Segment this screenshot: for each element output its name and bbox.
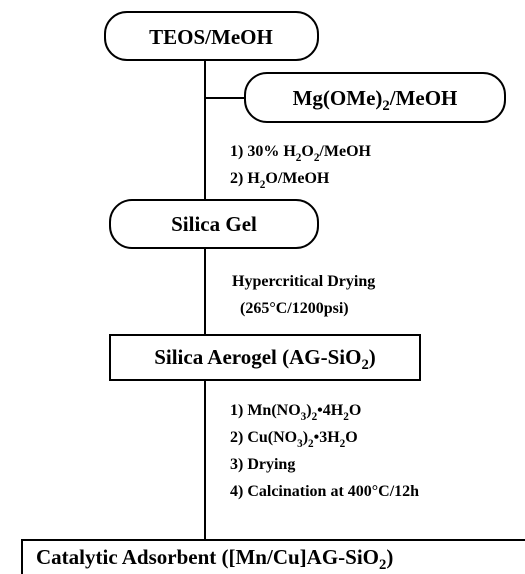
text-run: ) [303,429,308,446]
subscript: 2 [296,152,302,164]
text-run: •3H [314,429,341,446]
step-line: 2) Cu(NO3)2•3H2O [230,429,358,450]
text-run: ) [306,402,311,419]
step-line: 2) H2O/MeOH [230,170,330,191]
text-run: O [345,429,357,446]
text-run: /MeOH [389,86,458,110]
text-run: 2) H [230,170,260,187]
step-line: 4) Calcination at 400°C/12h [230,483,419,500]
subscript: 3 [297,438,303,450]
subscript: 2 [308,438,314,450]
node-label: Silica Aerogel (AG-SiO2) [154,345,376,373]
text-run: Hypercritical Drying [232,273,375,290]
text-run: 1) 30% H [230,143,296,160]
text-run: Catalytic Adsorbent ([Mn/Cu]AG-SiO [36,545,379,569]
node-box [109,199,319,249]
node-label: TEOS/MeOH [149,25,273,49]
step-line: Hypercritical Drying [232,273,375,290]
node-label: Silica Gel [171,212,257,236]
step-line: 3) Drying [230,456,295,473]
text-run: Silica Aerogel (AG-SiO [154,345,361,369]
node-box [104,11,319,61]
step-line: (265°C/1200psi) [240,300,349,317]
text-run: O/MeOH [265,170,330,187]
subscript: 2 [314,152,320,164]
subscript: 3 [301,411,307,423]
node-box [21,539,525,574]
text-run: 2) Cu(NO [230,429,297,446]
subscript: 2 [361,357,368,373]
text-run: 1) Mn(NO [230,402,301,419]
text-run: 4) Calcination at 400°C/12h [230,483,419,500]
text-run: (265°C/1200psi) [240,300,349,317]
text-run: Silica Gel [171,212,257,236]
text-run: ) [369,345,376,369]
subscript: 2 [382,98,389,114]
step-line: 1) Mn(NO3)2•4H2O [230,402,361,423]
text-run: O [301,143,313,160]
text-run: ) [386,545,393,569]
subscript: 2 [312,411,318,423]
text-run: •4H [317,402,344,419]
text-run: Mg(OMe) [293,86,383,110]
subscript: 2 [260,179,266,191]
subscript: 2 [343,411,349,423]
node-box [244,72,506,123]
text-run: 3) Drying [230,456,295,473]
text-run: /MeOH [318,143,371,160]
node-box [109,334,421,381]
subscript: 2 [340,438,346,450]
text-run: TEOS/MeOH [149,25,273,49]
text-run: O [349,402,361,419]
subscript: 2 [379,557,386,573]
step-line: 1) 30% H2O2/MeOH [230,143,372,164]
node-label: Mg(OMe)2/MeOH [293,86,458,114]
node-label: Catalytic Adsorbent ([Mn/Cu]AG-SiO2) [36,545,393,573]
